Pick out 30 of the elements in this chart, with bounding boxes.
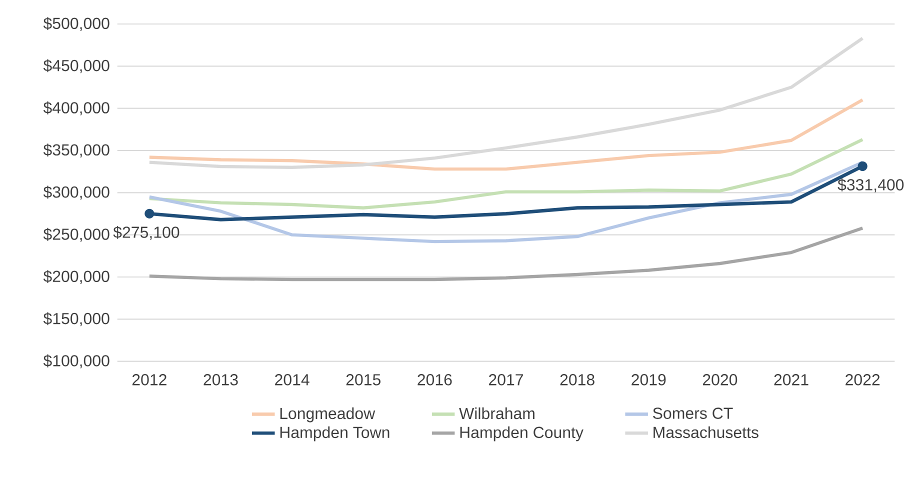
- line-series: [148, 98, 864, 171]
- legend-label: Hampden County: [460, 426, 584, 442]
- x-tick-label: 2021: [774, 374, 808, 386]
- data-label: $331,400: [838, 178, 904, 192]
- x-tick-label: 2015: [346, 374, 380, 386]
- x-tick-label: 2016: [418, 374, 452, 386]
- y-tick-label: $150,000: [43, 312, 110, 326]
- x-tick-label: 2013: [204, 374, 238, 386]
- y-tick-label: $500,000: [43, 17, 110, 31]
- x-tick-label: 2017: [489, 374, 523, 386]
- legend-label: Wilbraham: [459, 407, 534, 420]
- x-tick-label: 2022: [846, 374, 880, 386]
- legend-label: Massachusetts: [654, 426, 758, 438]
- x-tick-label: 2019: [632, 374, 666, 386]
- legend-label: Somers CT: [653, 408, 733, 419]
- x-tick-label: 2020: [702, 374, 738, 386]
- y-tick-label: $100,000: [43, 354, 110, 368]
- y-tick-label: $200,000: [43, 270, 110, 284]
- line-series: [148, 36, 864, 169]
- data-label: $275,100: [113, 226, 180, 240]
- y-tick-label: $400,000: [43, 101, 110, 116]
- legend-label: Hampden Town: [280, 426, 390, 442]
- legend-label: Longmeadow: [280, 407, 376, 422]
- x-tick-label: 2012: [132, 374, 166, 386]
- y-tick-label: $250,000: [43, 228, 110, 242]
- y-tick-label: $300,000: [43, 186, 110, 200]
- y-tick-label: $350,000: [43, 144, 110, 158]
- x-tick-label: 2014: [275, 374, 310, 386]
- y-tick-label: $450,000: [43, 59, 110, 74]
- x-tick-label: 2018: [560, 374, 594, 386]
